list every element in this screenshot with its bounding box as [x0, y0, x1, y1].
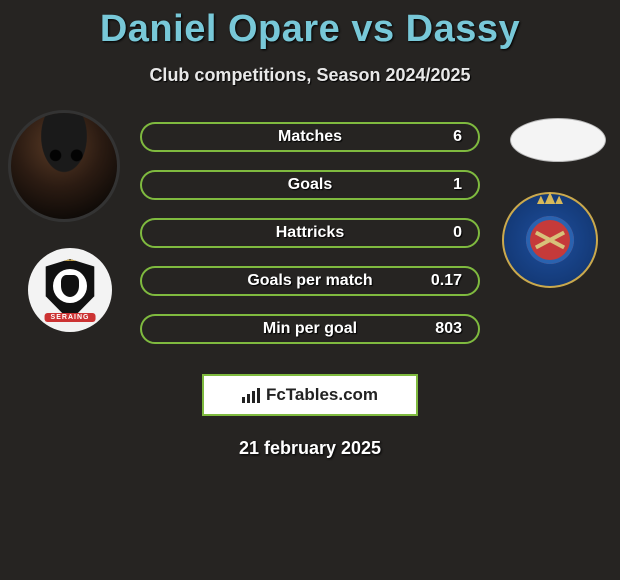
crown-icon — [55, 251, 85, 261]
player2-club-crest — [502, 192, 598, 288]
bar-icon — [252, 391, 255, 403]
bar-icon — [247, 394, 250, 403]
stat-right-value: 1 — [420, 176, 462, 194]
stat-row-matches: Matches 6 — [140, 122, 480, 152]
footer-date: 21 february 2025 — [0, 438, 620, 459]
stat-row-goals-per-match: Goals per match 0.17 — [140, 266, 480, 296]
player1-club-crest: SERAING — [28, 248, 112, 332]
vs-label: vs — [351, 8, 394, 50]
stat-right-value: 6 — [420, 128, 462, 146]
crest-inner-icon — [526, 216, 574, 264]
player2-name: Dassy — [406, 8, 520, 50]
stat-row-min-per-goal: Min per goal 803 — [140, 314, 480, 344]
stat-right-value: 803 — [420, 320, 462, 338]
crown-icon — [537, 192, 563, 204]
bars-icon — [242, 388, 260, 403]
shield-icon — [43, 259, 97, 321]
body: SERAING Matches 6 Goals 1 Hattricks 0 — [0, 122, 620, 459]
page-title: Daniel Opare vs Dassy — [0, 0, 620, 51]
stat-label: Matches — [200, 128, 420, 146]
brand-name: FcTables.com — [266, 385, 378, 405]
player2-photo — [510, 118, 606, 162]
stat-row-goals: Goals 1 — [140, 170, 480, 200]
brand-box[interactable]: FcTables.com — [202, 374, 418, 416]
bar-icon — [242, 397, 245, 403]
crest-label: SERAING — [45, 313, 96, 322]
face-icon — [11, 113, 117, 219]
subtitle: Club competitions, Season 2024/2025 — [0, 65, 620, 86]
bar-icon — [257, 388, 260, 403]
stat-row-hattricks: Hattricks 0 — [140, 218, 480, 248]
stat-right-value: 0 — [420, 224, 462, 242]
player1-name: Daniel Opare — [100, 8, 340, 50]
stat-label: Goals — [200, 176, 420, 194]
stat-label: Goals per match — [200, 272, 420, 290]
comparison-card: Daniel Opare vs Dassy Club competitions,… — [0, 0, 620, 580]
stat-label: Hattricks — [200, 224, 420, 242]
player1-photo — [8, 110, 120, 222]
stat-right-value: 0.17 — [420, 272, 462, 290]
stats-list: Matches 6 Goals 1 Hattricks 0 Goals per … — [140, 122, 480, 344]
stat-label: Min per goal — [200, 320, 420, 338]
